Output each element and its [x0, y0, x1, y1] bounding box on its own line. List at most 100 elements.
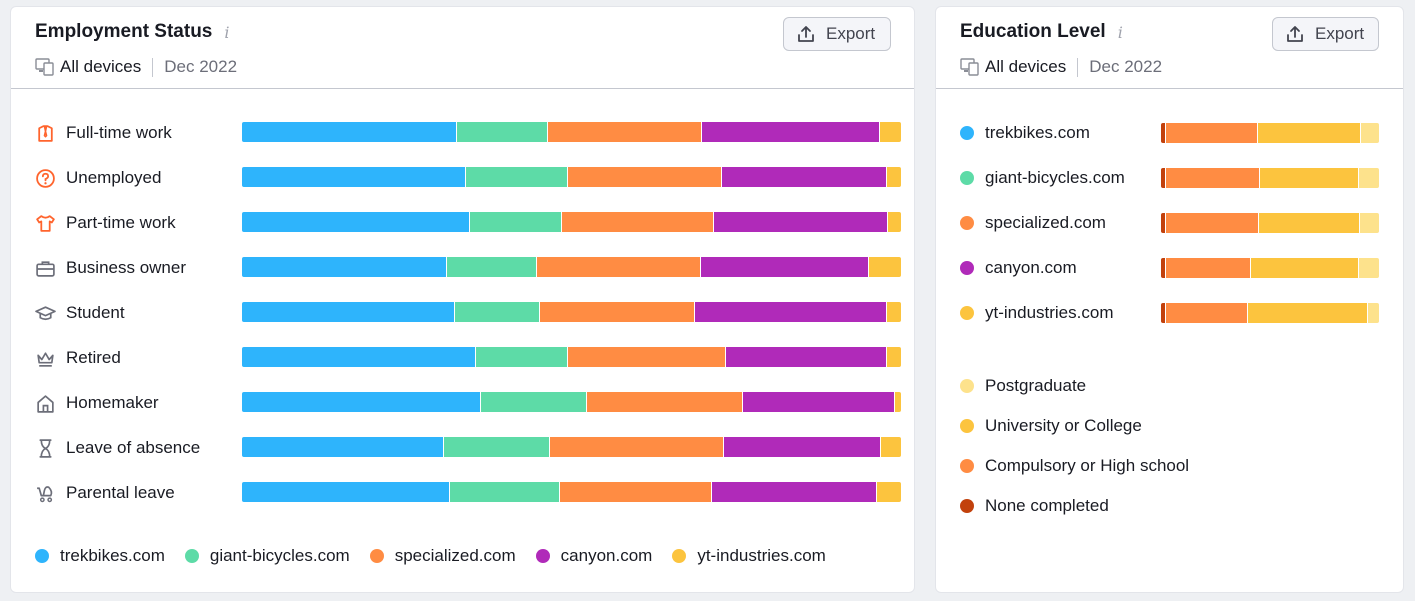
devices-label[interactable]: All devices	[60, 57, 142, 76]
bar-segment-Compulsory or High school[interactable]	[1166, 168, 1260, 188]
bar-segment-trekbikes.com[interactable]	[242, 392, 481, 412]
date-label[interactable]: Dec 2022	[164, 57, 238, 76]
bar-segment-specialized.com[interactable]	[568, 347, 727, 367]
info-icon[interactable]: i	[1117, 22, 1123, 42]
stacked-bar[interactable]	[242, 257, 901, 277]
bar-segment-canyon.com[interactable]	[722, 167, 888, 187]
legend-item[interactable]: specialized.com	[369, 546, 516, 566]
bar-segment-canyon.com[interactable]	[701, 122, 880, 142]
legend-dot	[369, 549, 384, 563]
export-button[interactable]: Export	[1272, 17, 1379, 51]
legend-item[interactable]: Postgraduate	[960, 376, 1086, 396]
bar-segment-specialized.com[interactable]	[550, 437, 725, 457]
bar-segment-giant-bicycles.com[interactable]	[456, 122, 548, 142]
bar-segment-giant-bicycles.com[interactable]	[470, 212, 563, 232]
bar-segment-giant-bicycles.com[interactable]	[449, 482, 560, 502]
bar-segment-University or College[interactable]	[1258, 213, 1360, 233]
stacked-bar[interactable]	[1161, 168, 1379, 188]
bar-segment-University or College[interactable]	[1247, 303, 1368, 323]
bar-segment-Postgraduate[interactable]	[1360, 213, 1379, 233]
bar-segment-specialized.com[interactable]	[559, 482, 712, 502]
devices-label[interactable]: All devices	[985, 57, 1067, 76]
legend-dot	[960, 459, 974, 473]
bar-segment-yt-industries.com[interactable]	[887, 347, 901, 367]
bar-segment-giant-bicycles.com[interactable]	[475, 347, 569, 367]
bar-segment-canyon.com[interactable]	[711, 482, 877, 502]
legend-item[interactable]: Compulsory or High school	[960, 456, 1189, 476]
bar-segment-None completed[interactable]	[1161, 258, 1166, 278]
bar-segment-specialized.com[interactable]	[539, 302, 695, 322]
bar-segment-None completed[interactable]	[1161, 303, 1166, 323]
bar-segment-canyon.com[interactable]	[714, 212, 888, 232]
stacked-bar[interactable]	[242, 437, 901, 457]
bar-segment-yt-industries.com[interactable]	[879, 122, 901, 142]
stacked-bar[interactable]	[242, 212, 901, 232]
bar-segment-specialized.com[interactable]	[537, 257, 702, 277]
stacked-bar[interactable]	[242, 482, 901, 502]
bar-segment-trekbikes.com[interactable]	[242, 302, 455, 322]
stacked-bar[interactable]	[242, 122, 901, 142]
bar-segment-University or College[interactable]	[1259, 168, 1359, 188]
bar-segment-None completed[interactable]	[1161, 123, 1166, 143]
bar-segment-Compulsory or High school[interactable]	[1166, 258, 1252, 278]
bar-segment-University or College[interactable]	[1251, 258, 1359, 278]
stacked-bar[interactable]	[242, 302, 901, 322]
bar-segment-Compulsory or High school[interactable]	[1166, 213, 1259, 233]
bar-segment-yt-industries.com[interactable]	[887, 212, 901, 232]
legend-item[interactable]: University or College	[960, 416, 1142, 436]
stacked-bar[interactable]	[1161, 258, 1379, 278]
bar-segment-yt-industries.com[interactable]	[880, 437, 901, 457]
bar-segment-None completed[interactable]	[1161, 213, 1166, 233]
bar-segment-yt-industries.com[interactable]	[887, 302, 901, 322]
site-label: giant-bicycles.com	[985, 168, 1125, 187]
stacked-bar[interactable]	[242, 167, 901, 187]
bar-segment-canyon.com[interactable]	[726, 347, 888, 367]
bar-segment-canyon.com[interactable]	[724, 437, 881, 457]
legend-item[interactable]: None completed	[960, 496, 1109, 516]
legend-item[interactable]: yt-industries.com	[672, 546, 826, 566]
bar-segment-specialized.com[interactable]	[568, 167, 723, 187]
stacked-bar[interactable]	[1161, 303, 1379, 323]
bar-segment-trekbikes.com[interactable]	[242, 482, 450, 502]
row-label: Leave of absence	[66, 438, 201, 457]
bar-segment-specialized.com[interactable]	[547, 122, 702, 142]
bar-segment-Compulsory or High school[interactable]	[1166, 123, 1258, 143]
bar-segment-Compulsory or High school[interactable]	[1166, 303, 1248, 323]
bar-segment-trekbikes.com[interactable]	[242, 122, 457, 142]
legend-item[interactable]: giant-bicycles.com	[184, 546, 350, 566]
bar-segment-giant-bicycles.com[interactable]	[480, 392, 587, 412]
legend-item[interactable]: trekbikes.com	[35, 546, 165, 566]
bar-segment-trekbikes.com[interactable]	[242, 212, 470, 232]
stacked-bar[interactable]	[1161, 123, 1379, 143]
bar-segment-giant-bicycles.com[interactable]	[454, 302, 540, 322]
bar-segment-canyon.com[interactable]	[701, 257, 870, 277]
legend-item[interactable]: canyon.com	[535, 546, 652, 566]
date-label[interactable]: Dec 2022	[1089, 57, 1163, 76]
bar-segment-yt-industries.com[interactable]	[869, 257, 901, 277]
bar-segment-canyon.com[interactable]	[742, 392, 896, 412]
bar-segment-specialized.com[interactable]	[586, 392, 743, 412]
bar-segment-yt-industries.com[interactable]	[887, 167, 901, 187]
bar-segment-yt-industries.com[interactable]	[876, 482, 901, 502]
bar-segment-University or College[interactable]	[1257, 123, 1362, 143]
info-icon[interactable]: i	[224, 22, 230, 42]
bar-segment-trekbikes.com[interactable]	[242, 437, 445, 457]
bar-segment-Postgraduate[interactable]	[1367, 303, 1379, 323]
stacked-bar[interactable]	[1161, 213, 1379, 233]
bar-segment-Postgraduate[interactable]	[1358, 258, 1379, 278]
bar-segment-trekbikes.com[interactable]	[242, 347, 476, 367]
bar-segment-Postgraduate[interactable]	[1361, 123, 1379, 143]
stacked-bar[interactable]	[242, 392, 901, 412]
export-button[interactable]: Export	[783, 17, 891, 51]
bar-segment-None completed[interactable]	[1161, 168, 1166, 188]
bar-segment-trekbikes.com[interactable]	[242, 257, 447, 277]
bar-segment-trekbikes.com[interactable]	[242, 167, 467, 187]
bar-segment-giant-bicycles.com[interactable]	[466, 167, 569, 187]
bar-segment-specialized.com[interactable]	[562, 212, 715, 232]
bar-segment-giant-bicycles.com[interactable]	[444, 437, 551, 457]
bar-segment-canyon.com[interactable]	[694, 302, 888, 322]
bar-segment-Postgraduate[interactable]	[1358, 168, 1379, 188]
bar-segment-yt-industries.com[interactable]	[895, 392, 901, 412]
stacked-bar[interactable]	[242, 347, 901, 367]
bar-segment-giant-bicycles.com[interactable]	[446, 257, 538, 277]
